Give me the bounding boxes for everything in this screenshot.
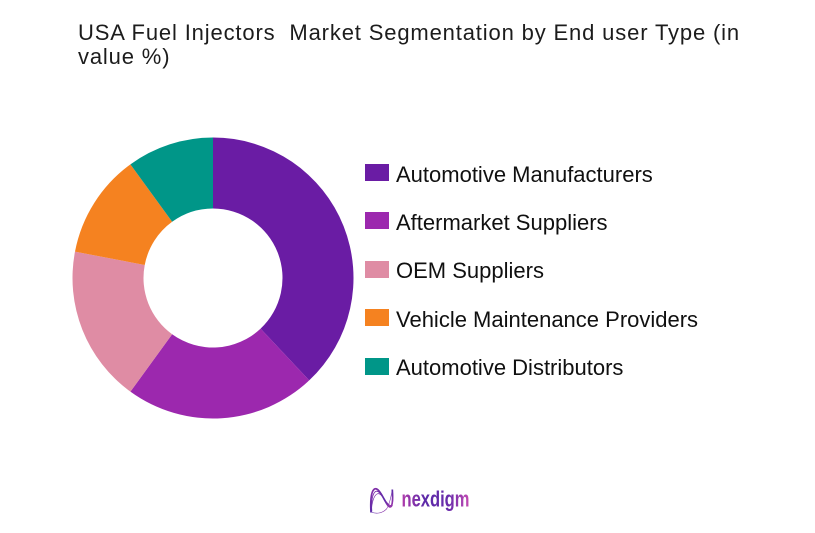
svg-text:nexdigm: nexdigm <box>402 487 470 512</box>
